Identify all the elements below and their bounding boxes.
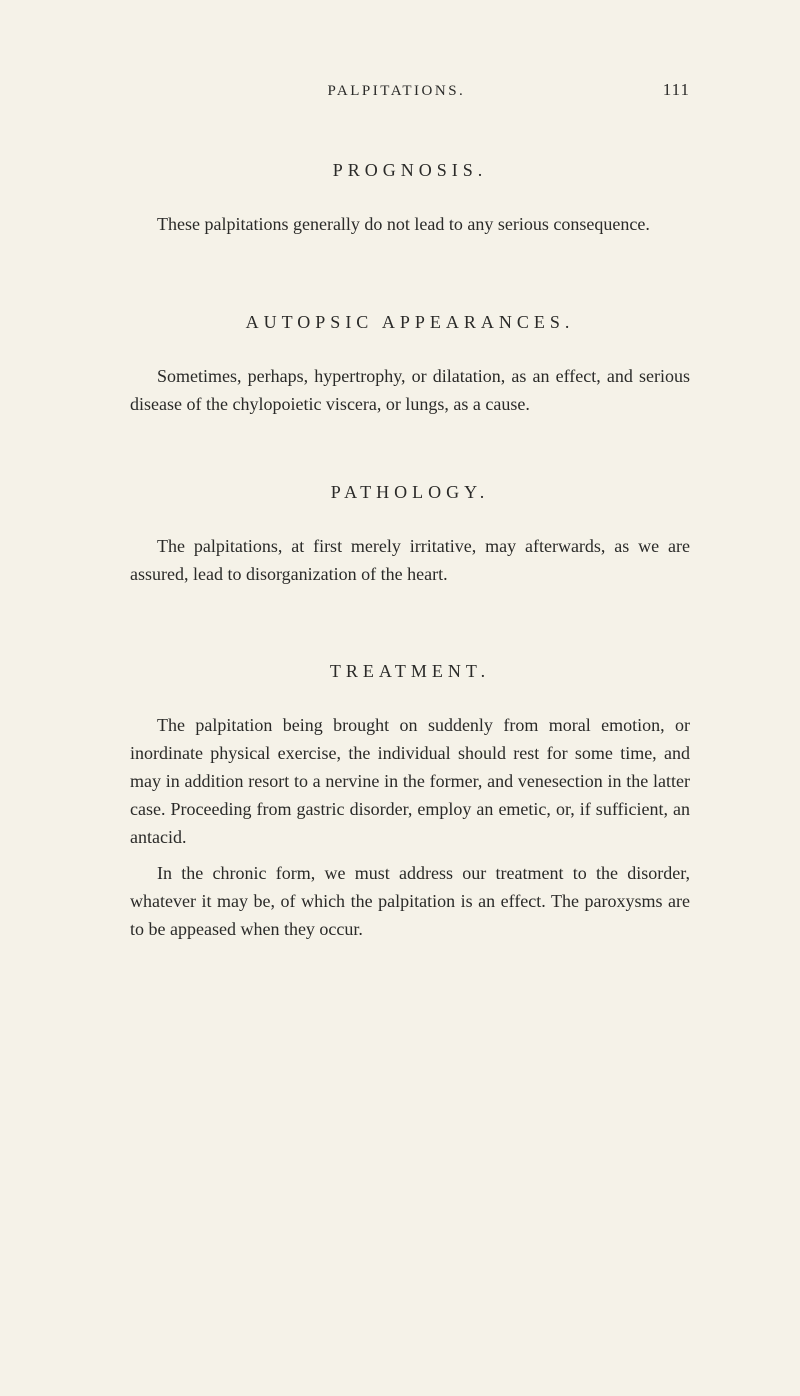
pathology-heading: PATHOLOGY.: [130, 482, 690, 503]
pathology-body: The palpitations, at first merely irrita…: [130, 533, 690, 589]
page-header: PALPITATIONS. 111: [130, 80, 690, 100]
treatment-heading: TREATMENT.: [130, 661, 690, 682]
page-content: PALPITATIONS. 111 PROGNOSIS. These palpi…: [0, 0, 800, 1012]
prognosis-body: These palpitations generally do not lead…: [130, 211, 690, 239]
prognosis-heading: PROGNOSIS.: [130, 160, 690, 181]
page-number: 111: [663, 80, 690, 100]
treatment-body-1: The palpitation being brought on suddenl…: [130, 712, 690, 851]
running-head: PALPITATIONS.: [130, 83, 663, 100]
treatment-body-2: In the chronic form, we must address our…: [130, 860, 690, 944]
autopsic-heading: AUTOPSIC APPEARANCES.: [130, 312, 690, 333]
autopsic-body: Sometimes, perhaps, hypertrophy, or dila…: [130, 363, 690, 419]
